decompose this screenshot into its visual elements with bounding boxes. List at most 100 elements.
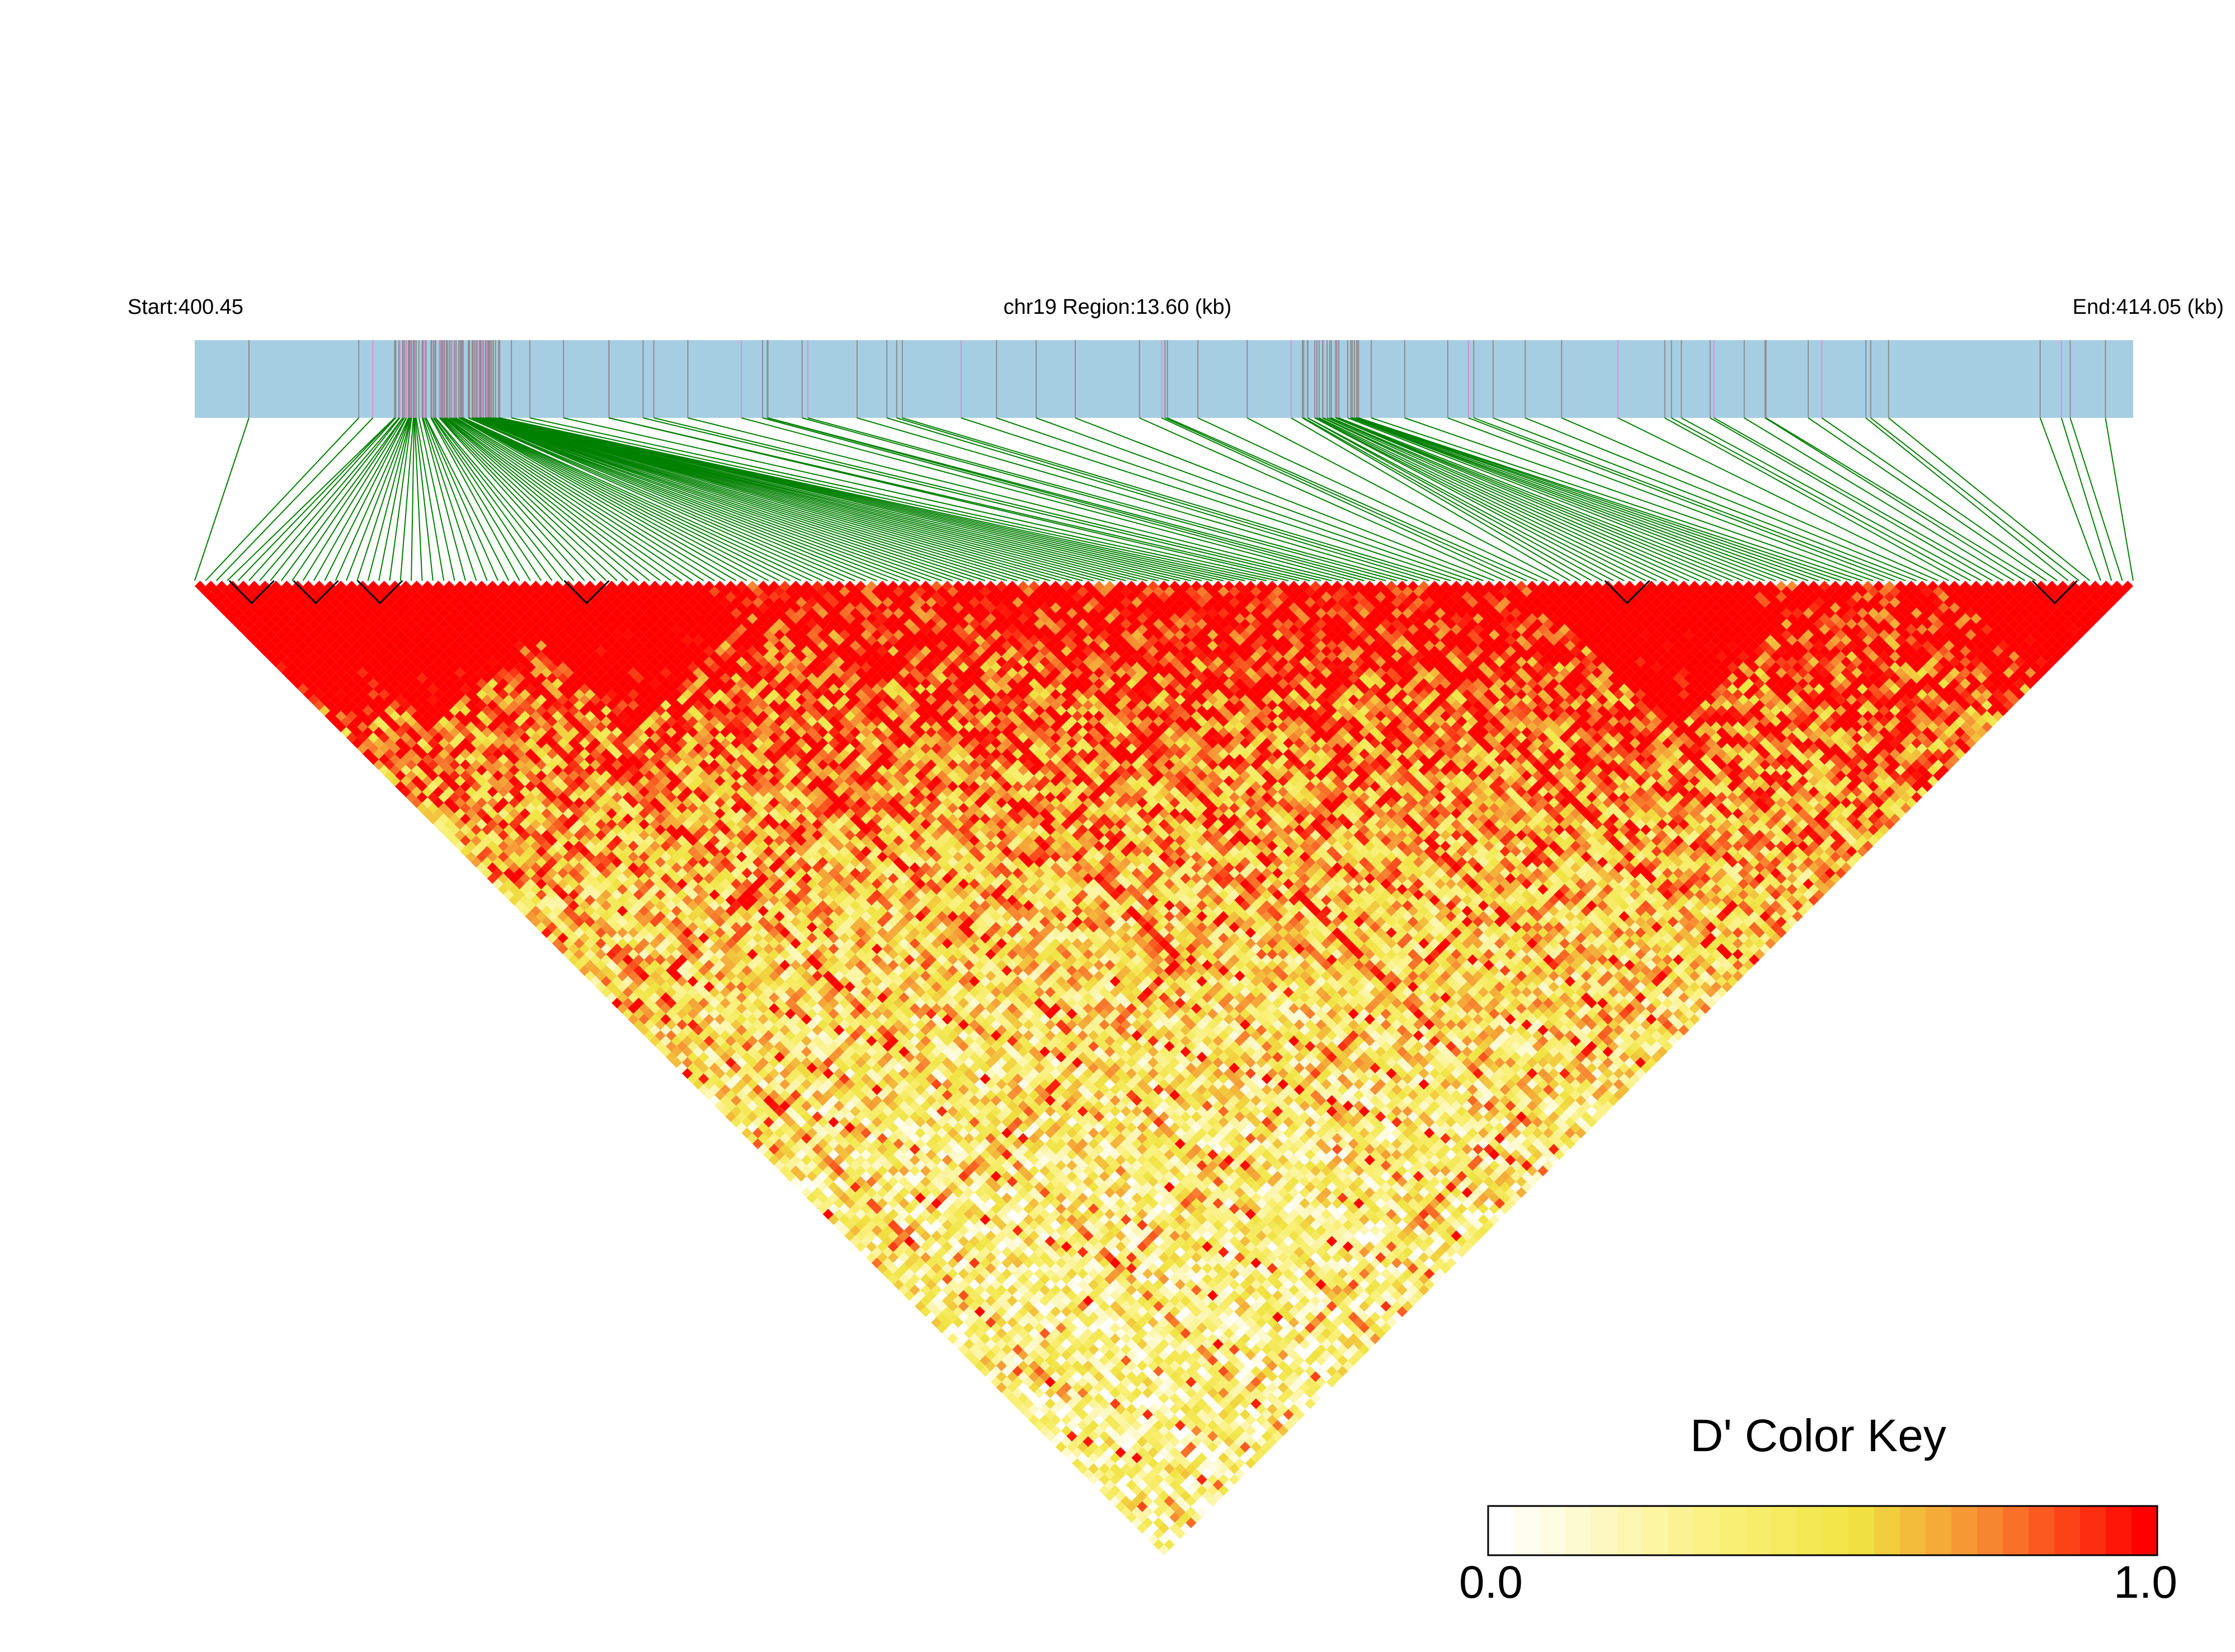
ld-cell xyxy=(487,851,498,863)
snp-connector xyxy=(1323,417,1679,581)
snp-connector xyxy=(1161,417,1517,581)
ld-cell xyxy=(974,1339,986,1350)
ld-cell xyxy=(1104,1469,1116,1480)
ld-cell xyxy=(709,1073,720,1085)
ld-cell xyxy=(1061,1447,1072,1458)
ld-cell xyxy=(449,824,460,835)
ld-cell xyxy=(611,997,623,1009)
snp-connector xyxy=(367,417,412,581)
ld-cell xyxy=(1061,1414,1072,1425)
ld-cell xyxy=(887,1252,899,1263)
snp-connector xyxy=(472,417,877,581)
ld-cell xyxy=(379,732,390,743)
ld-cell xyxy=(784,1170,796,1182)
snp-connector xyxy=(1197,417,1549,581)
ld-cell xyxy=(530,916,542,928)
ld-cell xyxy=(454,830,465,841)
ld-cell xyxy=(330,672,341,684)
ld-cell xyxy=(719,1105,731,1117)
ld-cell xyxy=(741,1105,752,1117)
snp-connector xyxy=(1352,417,1798,581)
ld-cell xyxy=(286,662,298,673)
ld-cell xyxy=(817,1192,829,1204)
snp-connector xyxy=(1307,417,1614,581)
ld-cell xyxy=(432,818,444,830)
snp-connector xyxy=(458,417,737,581)
ld-cell xyxy=(1018,1371,1029,1382)
ld-cell xyxy=(276,651,287,662)
ld-cell xyxy=(963,1349,975,1361)
ld-cell xyxy=(1115,1469,1126,1480)
ld-cell xyxy=(985,1360,996,1372)
ld-cell xyxy=(752,1127,764,1138)
snp-connector xyxy=(493,417,1170,581)
snp-connector xyxy=(399,417,414,581)
ld-cell xyxy=(611,965,623,976)
ld-cell xyxy=(525,900,536,911)
ld-cell xyxy=(357,732,368,743)
ld-cell xyxy=(877,1252,888,1263)
snp-connector xyxy=(460,417,759,581)
ld-cell xyxy=(541,927,552,938)
ld-cell xyxy=(525,911,536,922)
snp-connector xyxy=(205,417,359,581)
ld-cell xyxy=(470,824,482,835)
ld-cell xyxy=(384,737,396,749)
snp-connector xyxy=(1888,417,2091,581)
ld-cell xyxy=(633,1019,644,1030)
ld-cell xyxy=(427,792,439,803)
ld-cell xyxy=(866,1230,877,1241)
ld-cell xyxy=(498,851,509,863)
ld-cell xyxy=(557,921,568,933)
ld-cell xyxy=(297,662,309,673)
snp-connector xyxy=(489,417,1116,581)
ld-cell xyxy=(963,1328,975,1339)
ld-cell xyxy=(357,699,368,711)
ld-cell xyxy=(920,1295,931,1306)
ld-cell xyxy=(1006,1382,1018,1393)
ld-cell xyxy=(449,835,460,846)
ld-cell xyxy=(281,624,293,635)
ld-cell xyxy=(238,581,249,592)
ld-cell xyxy=(476,830,487,841)
ld-cell xyxy=(1039,1425,1051,1437)
ld-cell xyxy=(503,856,515,868)
ld-cell xyxy=(1126,1490,1137,1502)
ld-cell xyxy=(844,1198,855,1209)
ld-cell xyxy=(1071,1457,1083,1469)
ld-cell xyxy=(796,1160,807,1171)
snp-connector xyxy=(1473,417,1906,581)
ld-cell xyxy=(698,1073,709,1085)
ld-cell xyxy=(330,683,341,695)
snp-connector xyxy=(446,417,661,581)
ld-cell xyxy=(622,976,633,987)
ld-cell xyxy=(557,933,568,944)
ld-cell xyxy=(503,878,515,889)
ld-cell xyxy=(384,770,396,782)
ld-cell xyxy=(942,1295,953,1306)
ld-cell xyxy=(644,1019,655,1030)
snp-connector xyxy=(2060,417,2112,581)
ld-cell xyxy=(541,905,552,917)
ld-cell xyxy=(547,911,558,922)
snp-connector xyxy=(487,417,1083,581)
snp-connector xyxy=(1326,417,1690,581)
ld-cell xyxy=(953,1339,964,1350)
ld-cell xyxy=(909,1284,920,1296)
snp-connector xyxy=(1036,417,1484,581)
ld-cell xyxy=(806,1170,818,1182)
ld-cell xyxy=(1018,1392,1029,1404)
ld-cell xyxy=(996,1371,1007,1382)
ld-cell xyxy=(460,835,471,846)
snp-connector xyxy=(430,417,520,581)
snp-connector xyxy=(1468,417,1895,581)
ld-cell xyxy=(324,689,336,700)
snp-connector xyxy=(1357,417,1831,581)
ld-cell xyxy=(1028,1414,1039,1425)
snp-connector xyxy=(1524,417,1928,581)
ld-cell xyxy=(1028,1392,1039,1404)
ld-cell xyxy=(1104,1457,1116,1469)
snp-connector xyxy=(227,417,396,581)
ld-cell xyxy=(644,1030,655,1041)
ld-cell xyxy=(1071,1425,1083,1437)
